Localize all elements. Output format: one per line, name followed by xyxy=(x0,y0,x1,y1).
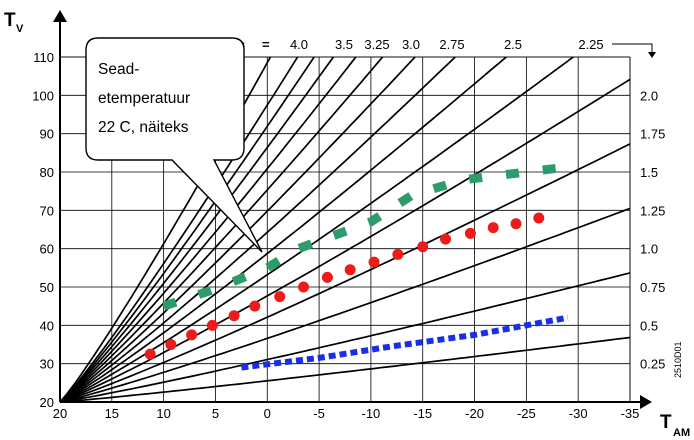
slope-label-3.25: 3.25 xyxy=(364,37,389,52)
curve-s-1.75 xyxy=(60,57,508,402)
y-tick-label-1: 30 xyxy=(40,357,54,372)
slope-equals-label: = xyxy=(262,37,270,52)
red-dot-3 xyxy=(206,319,218,331)
y-tick-label-4: 60 xyxy=(40,242,54,257)
slope-label-2.5: 2.5 xyxy=(504,37,522,52)
x-tick-label-10: -30 xyxy=(569,406,588,421)
y-tick-label-6: 80 xyxy=(40,165,54,180)
x-axis-title-sub: AM xyxy=(673,427,690,439)
y-tick-label-0: 20 xyxy=(40,395,54,410)
slope-label-3.0: 3.0 xyxy=(402,37,420,52)
curve-s-2.75 xyxy=(60,57,357,402)
slope-label-2.75: 2.75 xyxy=(439,37,464,52)
dotted-blue-series-line xyxy=(241,314,569,371)
red-dot-12 xyxy=(417,241,429,253)
slope-label-0.75: 0.75 xyxy=(640,280,665,295)
curve-s-3.5 xyxy=(60,57,299,402)
red-dot-15 xyxy=(487,222,499,234)
red-dot-2 xyxy=(186,329,198,341)
curve-s-3.0 xyxy=(60,57,335,402)
x-tick-label-1: 15 xyxy=(105,406,119,421)
y-tick-label-5: 70 xyxy=(40,203,54,218)
data-series xyxy=(144,163,569,371)
slope-label-0.5: 0.5 xyxy=(640,318,658,333)
curve-s-0.75 xyxy=(60,207,630,402)
y-tick-label-3: 50 xyxy=(40,280,54,295)
x-tick-label-5: -5 xyxy=(313,406,325,421)
x-tick-label-2: 10 xyxy=(156,406,170,421)
callout-bubble xyxy=(85,37,263,253)
slope-bracket xyxy=(612,43,653,56)
slope-label-1.25: 1.25 xyxy=(640,203,665,218)
curve-s-3.25 xyxy=(60,57,316,402)
curve-s-2.5 xyxy=(60,57,384,402)
red-dot-1 xyxy=(165,339,177,350)
x-axis-title: T xyxy=(660,412,672,433)
curve-s-2.0 xyxy=(60,57,457,402)
x-tick-label-8: -20 xyxy=(465,406,484,421)
red-dot-16 xyxy=(510,218,522,230)
callout-line-3: 22 C, näiteks xyxy=(98,119,189,136)
x-tick-label-4: 0 xyxy=(264,406,271,421)
red-dot-13 xyxy=(440,233,452,245)
slope-label-1.5: 1.5 xyxy=(640,165,658,180)
red-dot-6 xyxy=(274,291,286,303)
plot-frame xyxy=(53,10,652,409)
curve-s-0.25 xyxy=(60,336,630,402)
slope-bracket-arrow xyxy=(648,52,656,58)
slope-label-3.5: 3.5 xyxy=(335,37,353,52)
curve-s-1.5 xyxy=(60,57,575,402)
curve-s-1.25 xyxy=(60,78,630,402)
y-tick-label-8: 100 xyxy=(32,88,54,103)
callout: Sead- etemperatuur 22 C, näiteks xyxy=(85,37,263,253)
y-axis-title: T xyxy=(4,10,16,31)
x-tick-label-0: 20 xyxy=(53,406,67,421)
x-tick-label-6: -10 xyxy=(362,406,381,421)
figure-code: 2510D01 xyxy=(673,341,683,378)
slope-label-0.25: 0.25 xyxy=(640,357,665,372)
red-dot-5 xyxy=(249,300,261,312)
dashed-green-series-line xyxy=(162,163,559,311)
x-tick-label-7: -15 xyxy=(413,406,432,421)
x-axis-arrow xyxy=(640,395,652,409)
slope-labels: 0.25 0.5 0.75 1.0 1.25 1.5 1.75 2.0 2.25 2.5 2.75 3… xyxy=(238,37,665,372)
x-tick-label-9: -25 xyxy=(517,406,536,421)
red-dot-0 xyxy=(144,348,156,360)
red-dot-4 xyxy=(228,310,240,322)
y-tick-label-7: 90 xyxy=(40,127,54,142)
red-dot-17 xyxy=(533,212,545,224)
slope-label-2.25: 2.25 xyxy=(578,37,603,52)
x-tick-label-3: 5 xyxy=(212,406,219,421)
slope-label-2.0: 2.0 xyxy=(640,88,658,103)
curve-s-1.0 xyxy=(60,143,630,402)
slope-label-1.75: 1.75 xyxy=(640,127,665,142)
curve-s-4.0 xyxy=(60,57,272,402)
callout-line-1: Sead- xyxy=(98,61,139,78)
red-dot-9 xyxy=(344,264,356,276)
x-tick-label-11: -35 xyxy=(621,406,640,421)
red-dot-11 xyxy=(392,248,404,260)
red-dot-8 xyxy=(321,271,333,283)
red-dot-14 xyxy=(464,227,476,239)
curve-s-0.5 xyxy=(60,272,630,402)
heating-curves xyxy=(60,57,630,402)
y-tick-label-2: 40 xyxy=(40,318,54,333)
red-dot-10 xyxy=(368,256,380,268)
axis-ticks: 20 15 10 5 0 -5 -10 -15 -20 -25 -30 -35203040506070… xyxy=(32,50,639,421)
axis-titles: T V T AM xyxy=(4,10,690,439)
callout-line-2: etemperatuur xyxy=(98,90,190,107)
y-axis-arrow xyxy=(53,10,67,22)
y-tick-label-9: 110 xyxy=(33,50,54,65)
slope-label-1.0: 1.0 xyxy=(640,242,658,257)
slope-label-4.0: 4.0 xyxy=(290,37,308,52)
y-axis-title-sub: V xyxy=(16,23,24,35)
curve-s-2.25 xyxy=(60,57,417,402)
red-dot-7 xyxy=(298,281,310,293)
